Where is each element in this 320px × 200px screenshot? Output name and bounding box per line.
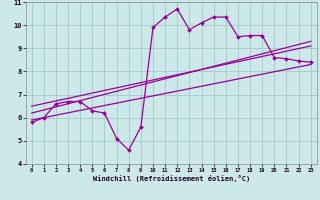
- X-axis label: Windchill (Refroidissement éolien,°C): Windchill (Refroidissement éolien,°C): [92, 175, 250, 182]
